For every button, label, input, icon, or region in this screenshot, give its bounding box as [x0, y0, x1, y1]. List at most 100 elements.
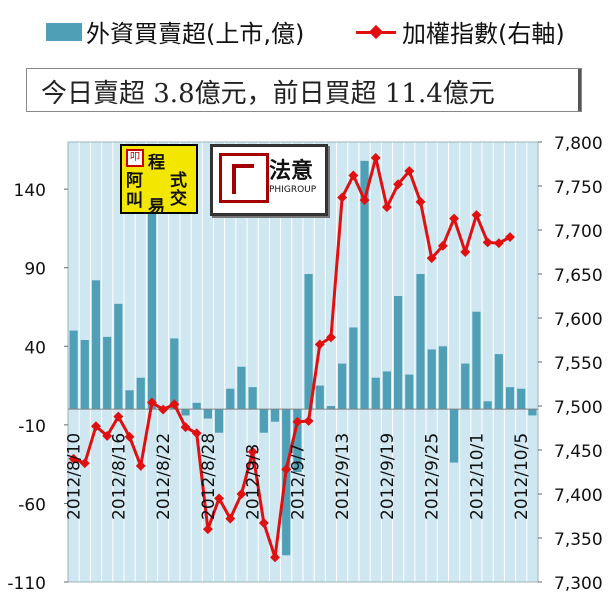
bar [282, 409, 291, 556]
bar [237, 366, 246, 410]
bar [382, 371, 392, 410]
line-point [426, 253, 437, 264]
summary-text: 今日賣超 3.8億元，前日買超 11.4億元 [41, 79, 495, 109]
seal-icon [219, 153, 269, 203]
bar [371, 377, 380, 410]
bar [472, 311, 481, 410]
bar [427, 349, 436, 410]
legend-item-bars: 外資買賣超(上市,億) [46, 14, 304, 49]
right-tick-label: 7,700 [554, 222, 603, 242]
line-point [225, 513, 236, 524]
right-tick-label: 7,600 [554, 310, 603, 330]
logo1-char: 阿 [126, 171, 143, 191]
bar [483, 401, 492, 410]
line-point [393, 179, 404, 190]
bar [136, 377, 145, 410]
bar [338, 363, 347, 410]
bar [517, 388, 526, 410]
line-point [270, 552, 280, 563]
line-point [437, 240, 448, 251]
bar [405, 374, 414, 410]
bar [360, 160, 369, 410]
line-point [303, 416, 314, 426]
line-point [314, 339, 325, 350]
x-tick-label: 2012/10/1 [467, 433, 487, 520]
right-tick-label: 7,650 [554, 266, 603, 286]
line-point [449, 213, 460, 224]
legend-bar-label: 外資買賣超(上市,億) [86, 20, 305, 48]
bar [69, 330, 78, 410]
line-point [404, 166, 415, 176]
left-tick-label: 40 [24, 338, 46, 358]
right-tick-label: 7,800 [554, 134, 603, 154]
bar [304, 274, 313, 410]
line-point [370, 152, 381, 163]
right-tick-label: 7,750 [554, 178, 603, 198]
line-point [247, 446, 258, 457]
right-tick-label: 7,450 [554, 442, 603, 462]
summary-banner: 今日賣超 3.8億元，前日買超 11.4億元 [26, 68, 582, 112]
x-tick-label: 2012/8/16 [109, 433, 129, 520]
bar [214, 409, 224, 433]
x-tick-label: 2012/9/3 [244, 444, 264, 520]
right-tick-label: 7,550 [554, 354, 603, 374]
bar [449, 409, 459, 463]
line-point [359, 195, 370, 206]
bar [326, 406, 336, 410]
line-point [460, 247, 471, 257]
legend-item-line: 加權指數(右軸) [356, 14, 565, 49]
bar [203, 409, 212, 419]
bar [125, 390, 134, 410]
x-tick-label: 2012/9/25 [423, 433, 443, 520]
bar [181, 409, 190, 416]
line-point [281, 464, 292, 475]
bar [114, 303, 123, 410]
bar [315, 385, 324, 410]
bar [80, 340, 89, 410]
right-tick-label: 7,350 [554, 530, 603, 550]
bar [505, 387, 515, 410]
line-point [292, 416, 303, 427]
bar-swatch-icon [46, 22, 82, 41]
line-point [214, 493, 225, 504]
x-tick-label: 2012/10/5 [512, 433, 532, 520]
line-point [169, 399, 180, 410]
logo1-char: 叫 [126, 191, 143, 211]
bar [226, 388, 235, 410]
bar [259, 409, 268, 433]
program-trading-logo: 叩 程 阿 式 叫 交 易 [120, 144, 198, 217]
bar [91, 280, 101, 410]
legend: 外資買賣超(上市,億) 加權指數(右軸) [0, 0, 608, 60]
right-tick-label: 7,400 [554, 486, 603, 506]
right-tick-label: 7,500 [554, 398, 603, 418]
x-tick-label: 2012/9/19 [378, 433, 398, 520]
phigroup-logo: 法意 PHIGROUP [210, 144, 328, 216]
left-tick-label: 90 [24, 260, 46, 280]
x-tick-label: 2012/9/7 [288, 444, 308, 520]
bar [293, 409, 302, 472]
logo1-mark: 叩 [126, 149, 144, 167]
line-point [191, 428, 202, 439]
line-point [236, 489, 247, 499]
x-tick-label: 2012/9/13 [333, 433, 353, 520]
line-point [180, 422, 191, 433]
bar [170, 338, 179, 410]
line-point [505, 232, 515, 242]
line-point [482, 237, 493, 248]
left-tick-label: -60 [18, 495, 46, 515]
line-point [326, 332, 336, 343]
line-point [337, 192, 348, 203]
bar [394, 296, 403, 410]
line-swatch-icon [356, 23, 396, 41]
logo1-char: 程 [148, 153, 165, 173]
line-point [471, 210, 482, 220]
line-point [415, 196, 426, 207]
line-point [493, 238, 504, 249]
bar [494, 354, 503, 410]
logo1-char: 式 [170, 171, 187, 191]
line-point [135, 460, 146, 471]
bar [416, 274, 425, 410]
bar [147, 173, 157, 410]
left-tick-label: -110 [7, 574, 46, 594]
